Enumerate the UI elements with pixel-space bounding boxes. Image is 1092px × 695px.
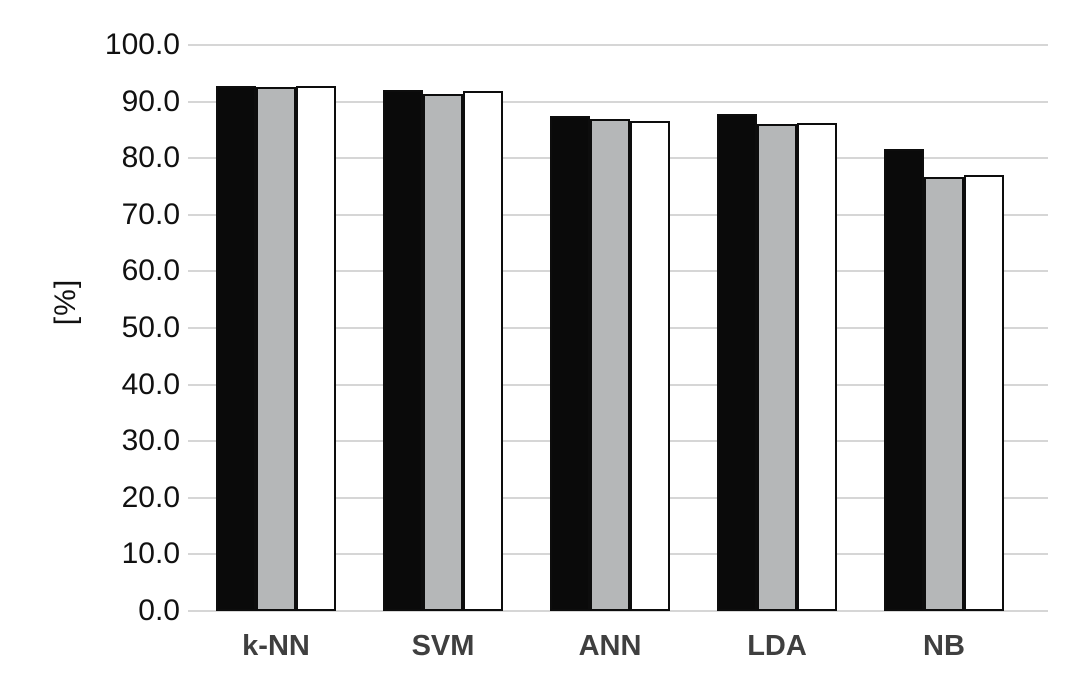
bar-NB-series-gray (924, 177, 964, 611)
bar-ANN-series-gray (590, 119, 630, 611)
y-tick-label: 0.0 (138, 594, 180, 627)
gridline (188, 44, 1048, 46)
bar-NB-series-black (884, 149, 924, 611)
bar-ANN-series-white (630, 121, 670, 611)
bar-NB-series-white (964, 175, 1004, 611)
x-category-label: NB (923, 630, 965, 662)
y-tick-label: 80.0 (121, 141, 180, 175)
x-axis-line (188, 610, 1048, 612)
y-tick-label: 10.0 (121, 537, 180, 571)
y-tick-label: 30.0 (121, 424, 180, 458)
bar-LDA-series-white (797, 123, 837, 611)
bar-SVM-series-black (383, 90, 423, 611)
bar-k-NN-series-black (216, 86, 256, 611)
y-tick-label: 60.0 (121, 254, 180, 288)
bar-SVM-series-white (463, 91, 503, 611)
gridline (188, 100, 1048, 103)
x-category-label: k-NN (242, 630, 310, 662)
x-category-label: ANN (578, 630, 642, 662)
y-tick-label: 70.0 (121, 197, 180, 231)
bar-k-NN-series-gray (256, 87, 296, 611)
bar-LDA-series-gray (757, 124, 797, 611)
bar-ANN-series-black (550, 116, 590, 611)
y-tick-label: 90.0 (121, 84, 180, 118)
y-tick-label: 40.0 (121, 367, 180, 401)
x-category-label: LDA (747, 630, 807, 662)
bar-k-NN-series-white (296, 86, 336, 611)
bar-LDA-series-black (717, 114, 757, 611)
bar-SVM-series-gray (423, 94, 463, 611)
y-tick-label: 100.0 (104, 28, 180, 61)
y-tick-label: 20.0 (121, 480, 180, 514)
x-category-label: SVM (411, 630, 475, 662)
y-tick-label: 50.0 (121, 311, 180, 344)
